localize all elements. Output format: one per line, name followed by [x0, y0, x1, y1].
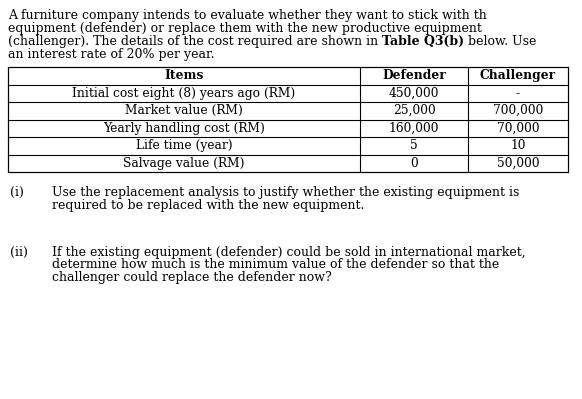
Text: Challenger: Challenger	[480, 69, 556, 82]
Text: Items: Items	[164, 69, 204, 82]
Text: equipment (defender) or replace them with the new productive equipment: equipment (defender) or replace them wit…	[8, 22, 482, 35]
Text: 0: 0	[410, 157, 418, 170]
Text: Initial cost eight (8) years ago (RM): Initial cost eight (8) years ago (RM)	[72, 87, 296, 100]
Text: Use the replacement analysis to justify whether the existing equipment is: Use the replacement analysis to justify …	[52, 186, 519, 199]
Text: If the existing equipment (defender) could be sold in international market,: If the existing equipment (defender) cou…	[52, 246, 526, 259]
Text: 70,000: 70,000	[496, 122, 540, 135]
Text: Salvage value (RM): Salvage value (RM)	[123, 157, 245, 170]
Text: 160,000: 160,000	[389, 122, 439, 135]
Text: 700,000: 700,000	[493, 104, 543, 117]
Text: an interest rate of 20% per year.: an interest rate of 20% per year.	[8, 48, 215, 61]
Text: required to be replaced with the new equipment.: required to be replaced with the new equ…	[52, 198, 364, 211]
Text: Table Q3(b): Table Q3(b)	[382, 35, 464, 48]
Text: Yearly handling cost (RM): Yearly handling cost (RM)	[103, 122, 265, 135]
Text: (i): (i)	[10, 186, 24, 199]
Bar	[8, 67, 568, 172]
Text: Market value (RM): Market value (RM)	[125, 104, 243, 117]
Text: A furniture company intends to evaluate whether they want to stick with th: A furniture company intends to evaluate …	[8, 9, 487, 22]
Text: (challenger). The details of the cost required are shown in: (challenger). The details of the cost re…	[8, 35, 382, 48]
Text: determine how much is the minimum value of the defender so that the: determine how much is the minimum value …	[52, 259, 499, 271]
Text: -: -	[516, 87, 520, 100]
Text: 50,000: 50,000	[496, 157, 540, 170]
Text: challenger could replace the defender now?: challenger could replace the defender no…	[52, 271, 332, 284]
Text: 450,000: 450,000	[389, 87, 439, 100]
Text: 5: 5	[410, 139, 418, 152]
Text: 10: 10	[510, 139, 526, 152]
Text: below. Use: below. Use	[464, 35, 537, 48]
Text: 25,000: 25,000	[393, 104, 435, 117]
Text: Defender: Defender	[382, 69, 446, 82]
Text: Life time (year): Life time (year)	[136, 139, 232, 152]
Text: (ii): (ii)	[10, 246, 28, 259]
